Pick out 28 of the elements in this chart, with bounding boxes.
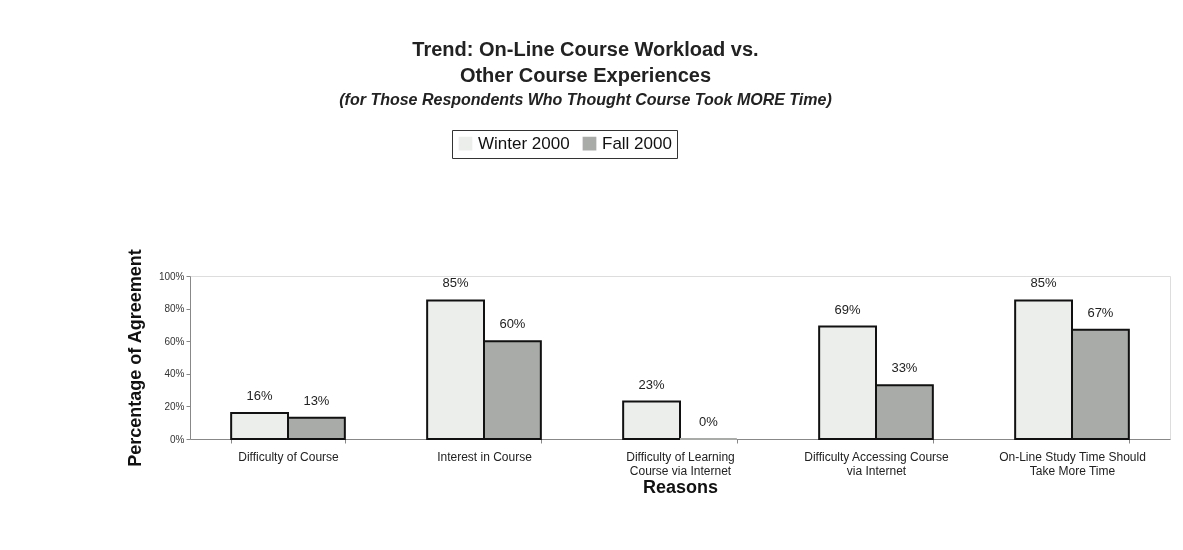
y-tick-label: 0% xyxy=(170,433,185,445)
y-tick-label: 60% xyxy=(164,335,185,347)
y-tick-label: 20% xyxy=(164,400,185,412)
data-label: 85% xyxy=(442,275,470,291)
bar xyxy=(622,400,681,440)
data-label: 67% xyxy=(1087,304,1114,320)
chart-title: Trend: On-Line Course Workload vs. Other Course Experiences xyxy=(412,37,759,86)
chart-subtitle: (for Those Respondents Who Thought Course Took MORE Time) xyxy=(339,90,832,108)
y-axis-title: Percentage of Agreement xyxy=(124,249,145,467)
data-label: 85% xyxy=(1030,275,1058,291)
data-label: 0% xyxy=(699,414,719,429)
legend-label: Fall 2000 xyxy=(602,133,672,153)
x-tick-label: Difficulty of Learning Course via Internet xyxy=(626,449,735,478)
x-tick-label: Interest in Course xyxy=(437,449,533,464)
y-tick-label: 40% xyxy=(164,368,185,380)
y-tick-label: 100% xyxy=(158,270,185,282)
data-label: 23% xyxy=(638,376,666,392)
data-label: 69% xyxy=(834,301,862,317)
data-label: 13% xyxy=(303,392,330,408)
x-tick-label: On-Line Study Time Should Take More Time xyxy=(999,449,1146,478)
data-label: 33% xyxy=(891,360,918,376)
data-label: 60% xyxy=(499,316,526,332)
data-label: 16% xyxy=(246,387,274,403)
x-tick-label: Difficulty of Course xyxy=(238,449,340,464)
y-tick-label: 80% xyxy=(164,303,185,315)
legend-label: Winter 2000 xyxy=(478,133,570,153)
x-tick-label: Difficulty Accessing Course via Internet xyxy=(804,449,950,478)
x-axis-title: Reasons xyxy=(642,476,719,497)
